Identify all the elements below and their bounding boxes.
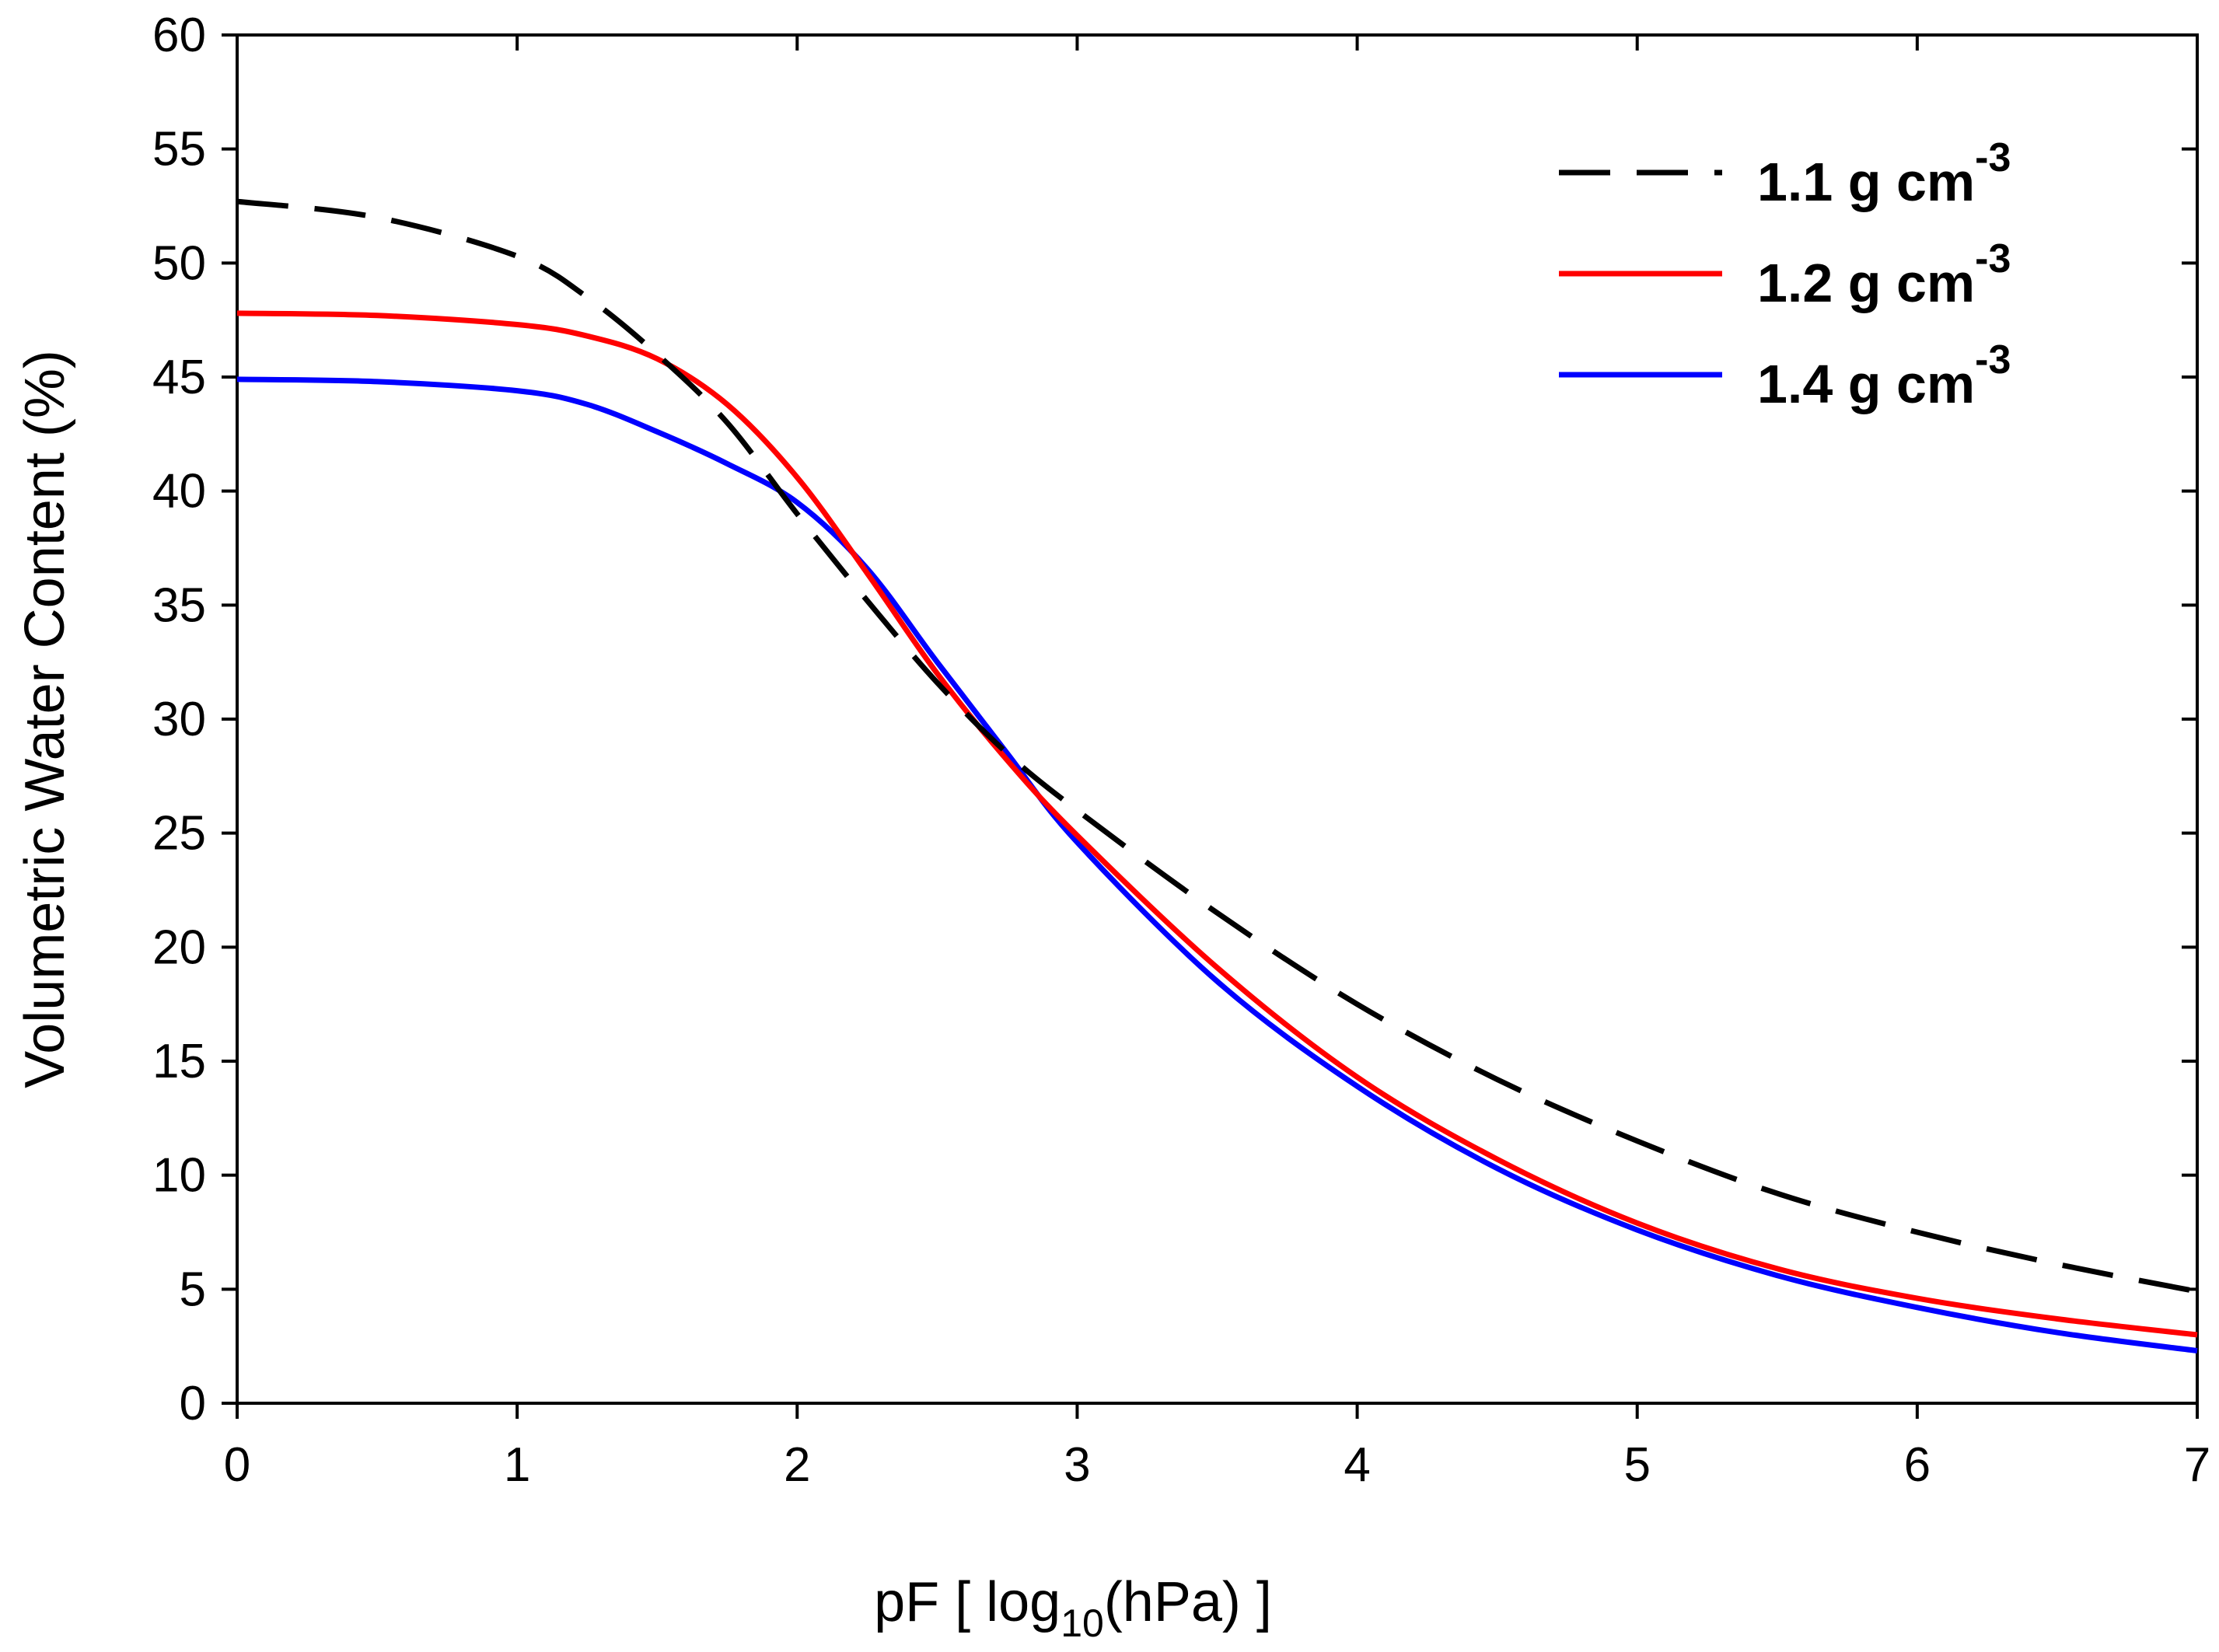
x-tick-label: 1 — [504, 1438, 530, 1492]
legend-label-1: 1.1 g cm-3 — [1757, 135, 2011, 212]
y-tick-label: 35 — [152, 578, 206, 632]
y-tick-label: 30 — [152, 693, 206, 746]
y-tick-label: 55 — [152, 123, 206, 176]
series-line-2 — [236, 310, 2198, 1338]
x-tick-label: 6 — [1904, 1438, 1931, 1492]
y-axis-title: Volumetric Water Content (%) — [14, 350, 76, 1088]
x-axis-title: pF [ log10(hPa) ] — [874, 1571, 1272, 1645]
series-lines — [236, 198, 2198, 1353]
x-tick-label: 7 — [2184, 1438, 2210, 1492]
x-axis-title-prefix: pF [ log — [874, 1571, 1061, 1633]
series-line-1 — [236, 198, 2198, 1294]
y-tick-label: 25 — [152, 807, 206, 861]
y-tick-label: 10 — [152, 1149, 206, 1203]
series-line-3 — [236, 376, 2198, 1353]
y-tick-label: 45 — [152, 351, 206, 404]
y-tick-label: 20 — [152, 920, 206, 974]
y-tick-label: 40 — [152, 465, 206, 519]
x-tick-label: 0 — [224, 1438, 250, 1492]
y-tick-label: 60 — [152, 9, 206, 62]
x-tick-label: 3 — [1064, 1438, 1090, 1492]
x-tick-label: 2 — [784, 1438, 810, 1492]
y-tick-label: 15 — [152, 1035, 206, 1088]
x-tick-label: 4 — [1344, 1438, 1370, 1492]
x-tick-label: 5 — [1623, 1438, 1650, 1492]
legend-label-3: 1.4 g cm-3 — [1757, 337, 2011, 414]
legend: 1.1 g cm-3 1.2 g cm-3 1.4 g cm-3 — [1559, 135, 2011, 414]
plot-frame — [236, 33, 2199, 1405]
y-tick-label: 50 — [152, 236, 206, 290]
x-axis-title-subscript: 10 — [1061, 1601, 1104, 1645]
legend-label-2: 1.2 g cm-3 — [1757, 236, 2011, 313]
y-tick-label: 5 — [180, 1263, 206, 1316]
x-axis-title-suffix: (hPa) ] — [1104, 1571, 1272, 1633]
y-tick-label: 0 — [180, 1377, 206, 1430]
